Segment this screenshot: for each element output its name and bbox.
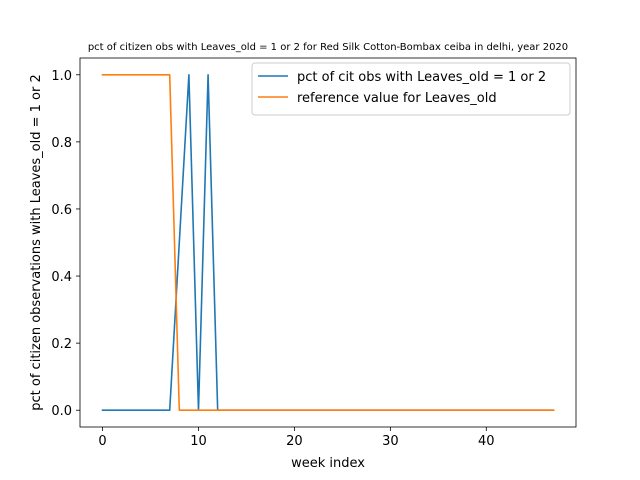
y-axis-label: pct of citizen observations with Leaves_… — [29, 74, 44, 410]
legend-frame — [251, 62, 571, 116]
y-tick-label: 1.0 — [51, 69, 72, 84]
x-tick-label: 10 — [190, 434, 207, 449]
chart-title: pct of citizen obs with Leaves_old = 1 o… — [88, 42, 568, 53]
y-axis: 0.0 0.2 0.4 0.6 0.8 1.0 — [51, 69, 80, 419]
y-tick-label: 0.6 — [51, 203, 72, 218]
legend-label-series-2: reference value for Leaves_old — [297, 91, 497, 106]
x-tick-label: 40 — [478, 434, 495, 449]
y-tick-label: 0.4 — [51, 270, 72, 285]
x-tick-label: 0 — [98, 434, 106, 449]
x-axis-label: week index — [291, 456, 365, 471]
y-tick-label: 0.0 — [51, 404, 72, 419]
plot-area — [79, 57, 577, 428]
plot-frame — [79, 57, 577, 428]
x-tick-label: 20 — [286, 434, 303, 449]
legend-label-series-1: pct of cit obs with Leaves_old = 1 or 2 — [297, 70, 546, 85]
series-line-2 — [101, 73, 555, 412]
series-layer — [101, 73, 555, 412]
x-tick-label: 30 — [382, 434, 399, 449]
x-axis: 0 10 20 30 40 — [98, 427, 495, 449]
legend: pct of cit obs with Leaves_old = 1 or 2 … — [251, 62, 571, 116]
y-tick-label: 0.2 — [51, 337, 72, 352]
y-tick-label: 0.8 — [51, 136, 72, 151]
